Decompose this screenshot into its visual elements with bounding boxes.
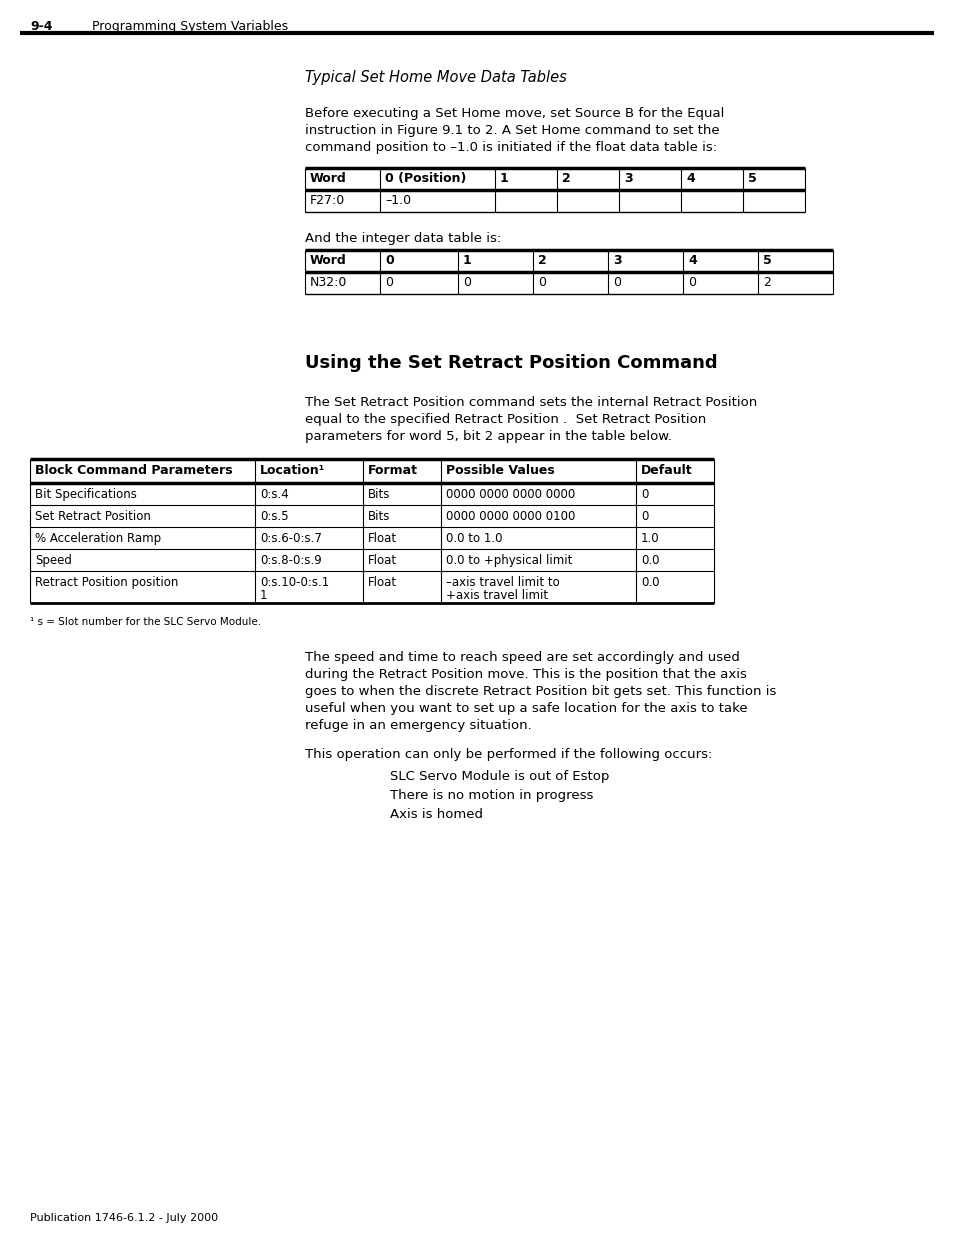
Text: N32:0: N32:0 bbox=[310, 275, 347, 289]
Text: Format: Format bbox=[368, 464, 417, 477]
Text: Using the Set Retract Position Command: Using the Set Retract Position Command bbox=[305, 354, 717, 372]
Text: –1.0: –1.0 bbox=[385, 194, 411, 207]
Text: –axis travel limit to: –axis travel limit to bbox=[446, 576, 559, 589]
Text: Publication 1746-6.1.2 - July 2000: Publication 1746-6.1.2 - July 2000 bbox=[30, 1213, 218, 1223]
Text: refuge in an emergency situation.: refuge in an emergency situation. bbox=[305, 719, 531, 732]
Text: 0 (Position): 0 (Position) bbox=[385, 172, 466, 185]
Text: 0.0: 0.0 bbox=[640, 576, 659, 589]
Text: parameters for word 5, bit 2 appear in the table below.: parameters for word 5, bit 2 appear in t… bbox=[305, 430, 671, 443]
Text: 5: 5 bbox=[762, 254, 771, 267]
Text: 0.0 to 1.0: 0.0 to 1.0 bbox=[446, 532, 502, 545]
Text: 1: 1 bbox=[499, 172, 508, 185]
Text: 0000 0000 0000 0100: 0000 0000 0000 0100 bbox=[446, 510, 575, 522]
Text: 0:s.10-0:s.1: 0:s.10-0:s.1 bbox=[260, 576, 329, 589]
Text: % Acceleration Ramp: % Acceleration Ramp bbox=[35, 532, 161, 545]
Text: And the integer data table is:: And the integer data table is: bbox=[305, 232, 500, 245]
Text: 0:s.8-0:s.9: 0:s.8-0:s.9 bbox=[260, 555, 321, 567]
Text: 1.0: 1.0 bbox=[640, 532, 659, 545]
Text: 0: 0 bbox=[537, 275, 545, 289]
Text: There is no motion in progress: There is no motion in progress bbox=[390, 789, 593, 802]
Text: 0: 0 bbox=[640, 510, 648, 522]
Text: 0:s.5: 0:s.5 bbox=[260, 510, 289, 522]
Text: 0: 0 bbox=[385, 275, 393, 289]
Text: Set Retract Position: Set Retract Position bbox=[35, 510, 151, 522]
Text: Retract Position position: Retract Position position bbox=[35, 576, 178, 589]
Text: Float: Float bbox=[368, 576, 396, 589]
Text: 0:s.4: 0:s.4 bbox=[260, 488, 289, 501]
Text: Block Command Parameters: Block Command Parameters bbox=[35, 464, 233, 477]
Text: during the Retract Position move. This is the position that the axis: during the Retract Position move. This i… bbox=[305, 668, 746, 680]
Text: Before executing a Set Home move, set Source B for the Equal: Before executing a Set Home move, set So… bbox=[305, 107, 723, 120]
Text: 2: 2 bbox=[561, 172, 570, 185]
Text: 0.0 to +physical limit: 0.0 to +physical limit bbox=[446, 555, 572, 567]
Text: Speed: Speed bbox=[35, 555, 71, 567]
Text: Possible Values: Possible Values bbox=[446, 464, 554, 477]
Text: 1: 1 bbox=[462, 254, 471, 267]
Text: useful when you want to set up a safe location for the axis to take: useful when you want to set up a safe lo… bbox=[305, 701, 747, 715]
Text: +axis travel limit: +axis travel limit bbox=[446, 589, 548, 601]
Text: 1: 1 bbox=[260, 589, 267, 601]
Text: 0: 0 bbox=[462, 275, 471, 289]
Text: 0: 0 bbox=[687, 275, 696, 289]
Text: Programming System Variables: Programming System Variables bbox=[91, 20, 288, 33]
Text: 4: 4 bbox=[687, 254, 696, 267]
Text: equal to the specified Retract Position .  Set Retract Position: equal to the specified Retract Position … bbox=[305, 412, 705, 426]
Text: SLC Servo Module is out of Estop: SLC Servo Module is out of Estop bbox=[390, 769, 609, 783]
Text: Bit Specifications: Bit Specifications bbox=[35, 488, 136, 501]
Text: 0:s.6-0:s.7: 0:s.6-0:s.7 bbox=[260, 532, 321, 545]
Text: Axis is homed: Axis is homed bbox=[390, 808, 482, 821]
Text: 0000 0000 0000 0000: 0000 0000 0000 0000 bbox=[446, 488, 575, 501]
Text: instruction in Figure 9.1 to 2. A Set Home command to set the: instruction in Figure 9.1 to 2. A Set Ho… bbox=[305, 124, 719, 137]
Text: 0: 0 bbox=[613, 275, 620, 289]
Text: Float: Float bbox=[368, 532, 396, 545]
Text: 0: 0 bbox=[385, 254, 394, 267]
Text: Bits: Bits bbox=[368, 488, 390, 501]
Text: Location¹: Location¹ bbox=[260, 464, 325, 477]
Text: 5: 5 bbox=[747, 172, 756, 185]
Text: 2: 2 bbox=[762, 275, 770, 289]
Text: ¹ s = Slot number for the SLC Servo Module.: ¹ s = Slot number for the SLC Servo Modu… bbox=[30, 618, 261, 627]
Text: Bits: Bits bbox=[368, 510, 390, 522]
Text: 4: 4 bbox=[685, 172, 694, 185]
Text: 3: 3 bbox=[623, 172, 632, 185]
Text: Word: Word bbox=[310, 172, 346, 185]
Text: 2: 2 bbox=[537, 254, 546, 267]
Text: The Set Retract Position command sets the internal Retract Position: The Set Retract Position command sets th… bbox=[305, 396, 757, 409]
Text: Default: Default bbox=[640, 464, 692, 477]
Text: Float: Float bbox=[368, 555, 396, 567]
Text: This operation can only be performed if the following occurs:: This operation can only be performed if … bbox=[305, 748, 712, 761]
Text: goes to when the discrete Retract Position bit gets set. This function is: goes to when the discrete Retract Positi… bbox=[305, 685, 776, 698]
Text: 0.0: 0.0 bbox=[640, 555, 659, 567]
Text: command position to –1.0 is initiated if the float data table is:: command position to –1.0 is initiated if… bbox=[305, 141, 717, 154]
Text: F27:0: F27:0 bbox=[310, 194, 345, 207]
Text: 0: 0 bbox=[640, 488, 648, 501]
Text: The speed and time to reach speed are set accordingly and used: The speed and time to reach speed are se… bbox=[305, 651, 740, 664]
Text: 9-4: 9-4 bbox=[30, 20, 52, 33]
Text: 3: 3 bbox=[613, 254, 621, 267]
Text: Word: Word bbox=[310, 254, 346, 267]
Text: Typical Set Home Move Data Tables: Typical Set Home Move Data Tables bbox=[305, 70, 566, 85]
